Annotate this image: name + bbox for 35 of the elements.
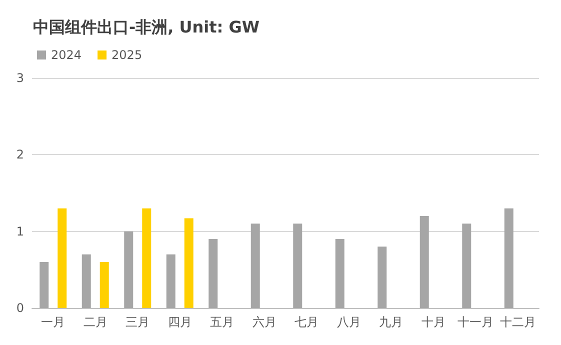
bar bbox=[100, 262, 109, 308]
x-tick-label: 十一月 bbox=[458, 315, 494, 329]
y-tick-label: 0 bbox=[16, 301, 24, 315]
bar bbox=[420, 216, 429, 308]
x-tick-label: 十月 bbox=[421, 315, 446, 329]
x-tick-label: 四月 bbox=[168, 315, 192, 329]
y-tick-label: 3 bbox=[16, 71, 24, 85]
bar bbox=[82, 254, 91, 308]
x-tick-label: 九月 bbox=[379, 315, 404, 329]
x-tick-label: 八月 bbox=[336, 315, 361, 329]
bar bbox=[40, 262, 49, 308]
bar bbox=[335, 239, 344, 308]
legend-label: 2025 bbox=[112, 48, 142, 62]
bar bbox=[124, 231, 134, 308]
x-tick-label: 六月 bbox=[252, 315, 276, 329]
x-tick-label: 三月 bbox=[126, 315, 150, 329]
bar bbox=[293, 224, 302, 308]
chart-title: 中国组件出口-非洲, Unit: GW bbox=[33, 18, 260, 36]
x-tick-label: 二月 bbox=[83, 315, 108, 329]
bar bbox=[504, 208, 514, 308]
x-tick-label: 五月 bbox=[210, 315, 234, 329]
bar bbox=[166, 254, 176, 308]
x-tick-label: 一月 bbox=[41, 315, 66, 329]
y-tick-label: 2 bbox=[16, 148, 24, 162]
bar bbox=[184, 218, 194, 308]
x-tick-label: 七月 bbox=[294, 315, 319, 329]
bar bbox=[208, 239, 218, 308]
legend-label: 2024 bbox=[51, 48, 82, 62]
bar bbox=[142, 208, 152, 308]
bar bbox=[378, 246, 387, 308]
bar bbox=[58, 208, 67, 308]
y-tick-label: 1 bbox=[16, 224, 24, 238]
bar bbox=[250, 224, 260, 308]
x-tick-label: 十二月 bbox=[500, 315, 536, 329]
bar bbox=[462, 224, 472, 308]
